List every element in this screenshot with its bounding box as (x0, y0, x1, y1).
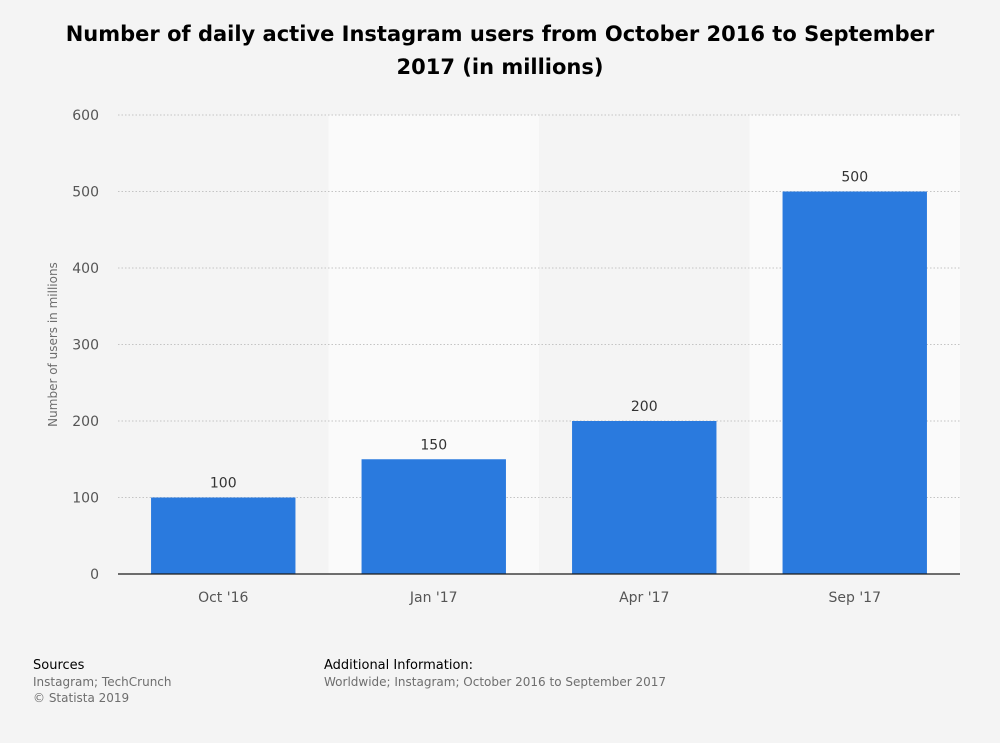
bar (361, 459, 506, 574)
y-tick-label: 400 (72, 261, 99, 277)
additional-info-heading: Additional Information: (324, 658, 474, 673)
bar (151, 497, 296, 574)
copyright-text: © Statista 2019 (33, 691, 130, 705)
sources-text: Instagram; TechCrunch (33, 675, 172, 689)
y-axis-label: Number of users in millions (46, 262, 60, 427)
additional-info-block: Additional Information: Worldwide; Insta… (324, 657, 666, 690)
y-tick-label: 300 (72, 338, 99, 354)
bar (572, 421, 717, 574)
bars (151, 191, 927, 574)
y-tick-label: 100 (72, 491, 99, 507)
sources-heading: Sources (33, 658, 85, 673)
bar (782, 191, 927, 574)
y-axis-ticks: 0 100 200 300 400 500 600 (72, 108, 99, 583)
y-tick-label: 500 (72, 185, 99, 201)
sources-block: Sources Instagram; TechCrunch © Statista… (33, 657, 172, 706)
data-labels: 100 150 200 500 (210, 170, 868, 492)
x-tick-label: Oct '16 (198, 590, 248, 606)
y-tick-label: 0 (90, 567, 99, 583)
chart-title: Number of daily active Instagram users f… (65, 22, 935, 79)
y-tick-label: 200 (72, 414, 99, 430)
x-tick-label: Jan '17 (409, 590, 458, 606)
data-label: 500 (841, 170, 868, 186)
x-axis-ticks: Oct '16 Jan '17 Apr '17 Sep '17 (198, 590, 881, 606)
x-tick-label: Apr '17 (619, 590, 669, 606)
data-label: 200 (631, 399, 658, 415)
x-tick-label: Sep '17 (829, 590, 882, 606)
bar-chart: 100 150 200 500 0 100 200 300 400 500 600 Oct '16… (46, 108, 960, 606)
data-label: 150 (420, 437, 447, 453)
data-label: 100 (210, 476, 237, 492)
y-tick-label: 600 (72, 108, 99, 124)
additional-info-text: Worldwide; Instagram; October 2016 to Se… (324, 675, 667, 689)
